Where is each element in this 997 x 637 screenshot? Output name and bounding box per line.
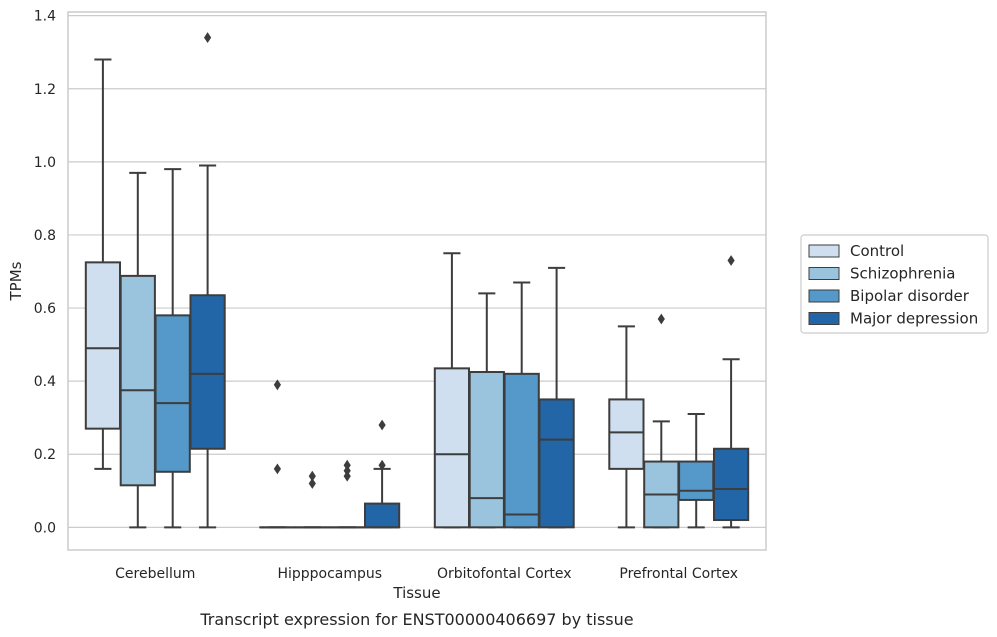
box-body	[712, 447, 750, 522]
box	[154, 168, 191, 529]
chart-caption: Transcript expression for ENST0000040669…	[199, 610, 633, 629]
outlier-point	[657, 313, 665, 325]
outlier-point	[378, 459, 386, 471]
box	[329, 459, 366, 529]
box-body	[468, 371, 505, 529]
y-tick-label: 0.2	[34, 447, 56, 463]
legend-label: Major depression	[850, 310, 978, 328]
outlier-point	[343, 465, 351, 477]
outlier-point	[727, 255, 735, 266]
plot-frame	[67, 11, 767, 551]
box	[712, 255, 750, 529]
outlier-point	[273, 379, 281, 391]
legend-label: Bipolar disorder	[850, 287, 970, 305]
x-axis-label: Tissue	[392, 584, 440, 602]
y-tick-label: 1.0	[34, 155, 56, 171]
box-body	[503, 372, 540, 529]
legend-swatch	[808, 267, 840, 280]
x-tick-label: Orbitofontal Cortex	[437, 566, 572, 582]
outlier-point	[308, 478, 316, 489]
box-body	[363, 502, 401, 529]
legend-swatch	[808, 244, 840, 258]
x-axis: Cerebellum Hipppocampus Orbitofontal Corte…	[115, 566, 738, 582]
box	[294, 470, 331, 529]
box-body	[608, 398, 645, 470]
outlier-point	[343, 470, 351, 482]
legend-swatch	[808, 312, 840, 325]
box-body	[538, 398, 575, 529]
box-group	[608, 255, 750, 529]
box-body	[678, 460, 715, 501]
y-tick-label: 1.2	[34, 82, 56, 98]
box	[189, 32, 226, 529]
outlier-point	[273, 463, 281, 475]
box	[538, 266, 575, 529]
legend-swatch	[808, 289, 840, 303]
box	[678, 413, 715, 529]
outlier-point	[378, 419, 386, 431]
box-body	[433, 367, 471, 529]
box-body	[84, 261, 122, 430]
box	[119, 171, 156, 529]
legend-label: Schizophrenia	[850, 265, 955, 283]
box-groups	[84, 32, 750, 529]
outlier-point	[343, 459, 351, 471]
x-tick-label: Cerebellum	[115, 566, 195, 582]
box-body	[189, 294, 226, 450]
y-tick-label: 0.0	[34, 520, 56, 536]
box	[259, 379, 296, 529]
y-axis: 0.0 0.2 0.4 0.6 0.8 1.0 1.2 1.4	[34, 9, 56, 537]
y-axis-label: TPMs	[7, 261, 25, 301]
box-group	[259, 379, 401, 529]
y-tick-label: 0.4	[34, 374, 56, 390]
y-tick-label: 0.8	[34, 228, 56, 244]
y-tick-label: 0.6	[34, 301, 56, 317]
box-group	[84, 32, 226, 529]
box-body	[119, 274, 156, 487]
box	[468, 292, 505, 529]
legend-label: Control	[850, 242, 904, 260]
x-tick-label: Hipppocampus	[277, 566, 382, 582]
outlier-point	[204, 32, 212, 43]
legend: Control Schizophrenia Bipolar disorder Majo…	[800, 234, 989, 334]
box-body	[154, 314, 191, 473]
box	[84, 58, 122, 470]
box	[433, 252, 471, 529]
y-tick-label: 1.4	[34, 9, 56, 25]
x-tick-label: Prefrontal Cortex	[619, 566, 738, 582]
box	[643, 313, 680, 529]
outlier-point	[308, 470, 316, 482]
legend-frame	[800, 234, 989, 334]
box	[363, 419, 401, 529]
box-group	[433, 252, 575, 529]
box	[608, 325, 645, 529]
box	[503, 281, 540, 529]
